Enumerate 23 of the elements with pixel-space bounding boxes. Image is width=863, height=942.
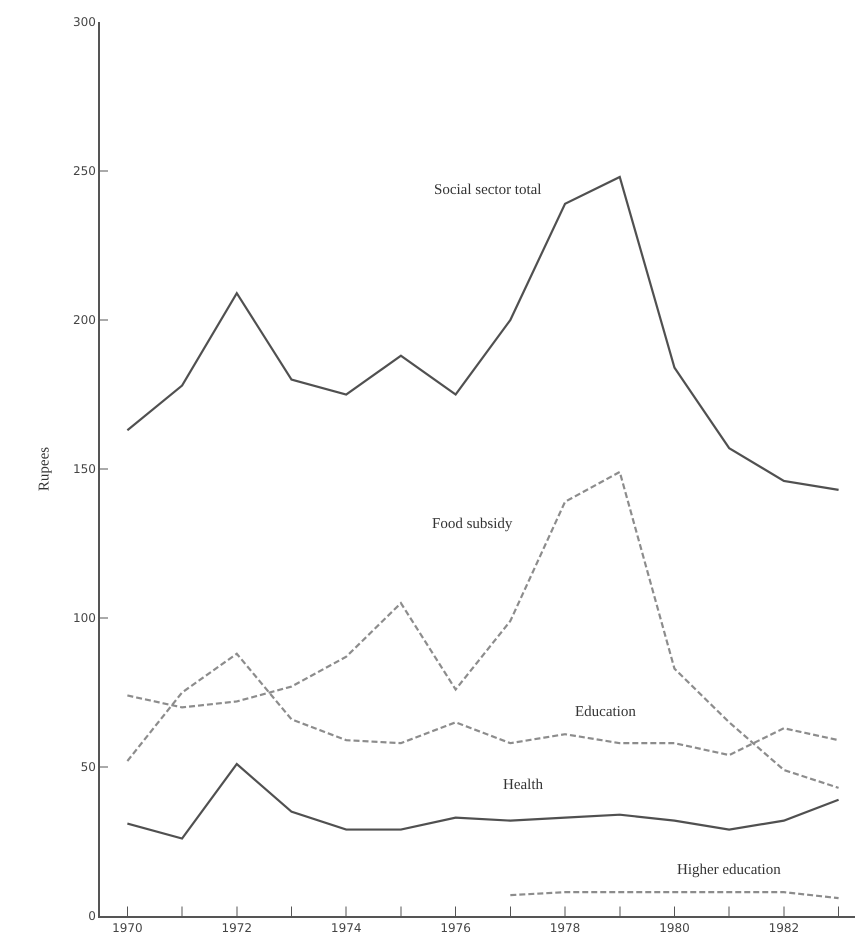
y-tick-label: 300 [72, 15, 96, 30]
text: Food subsidy [432, 516, 513, 532]
y-tick-label: 200 [72, 313, 96, 328]
line-series [126, 176, 840, 491]
x-tick-label: 1980 [659, 921, 690, 936]
x-tick-label: 1972 [222, 921, 252, 936]
x-tick-label: 1974 [330, 921, 362, 936]
y-tick-label: 0 [88, 909, 96, 924]
y-axis-title: Rupees [36, 446, 53, 492]
series-label: Health [503, 777, 544, 793]
x-tick-label: 1978 [550, 921, 580, 936]
line-series [126, 470, 840, 789]
x-tick-label: 1970 [112, 921, 143, 936]
series-label: Social sector total [434, 182, 542, 198]
line-series [126, 762, 840, 840]
series-label: Education [575, 704, 636, 720]
y-tick-label: 100 [72, 611, 96, 626]
x-tick-label: 1976 [440, 921, 471, 936]
y-tick-label: 50 [80, 760, 96, 774]
y-tick-label: 150 [72, 462, 96, 476]
x-tick-label: 1982 [768, 921, 800, 936]
series-label: Higher education [677, 862, 782, 878]
y-tick-label: 250 [72, 164, 96, 178]
